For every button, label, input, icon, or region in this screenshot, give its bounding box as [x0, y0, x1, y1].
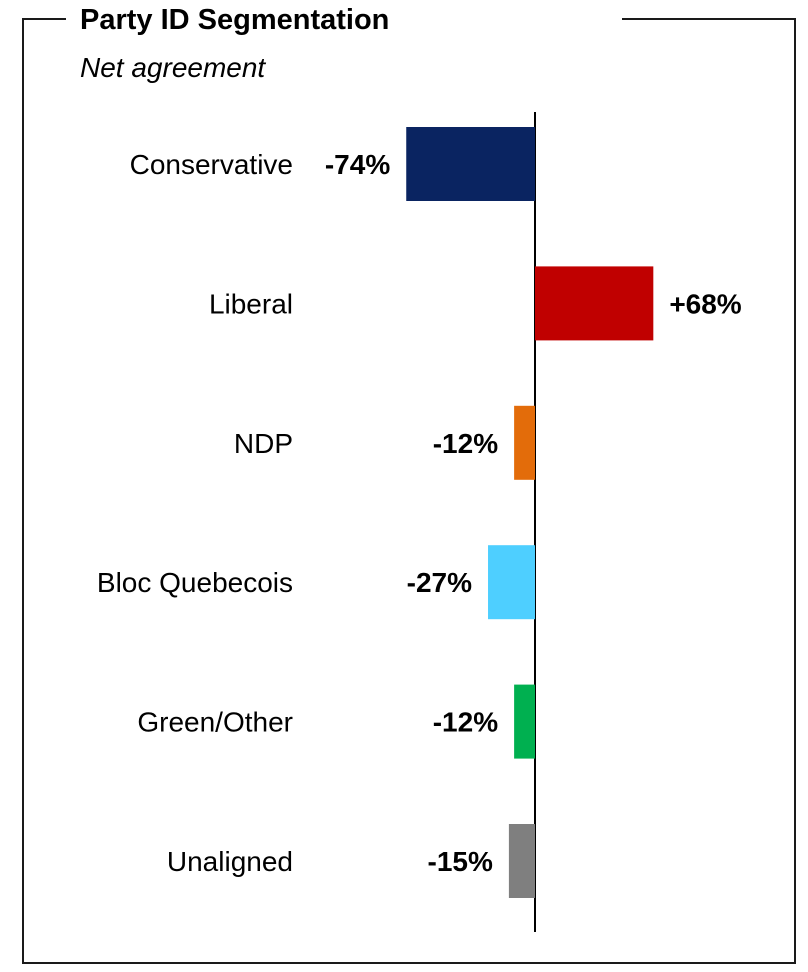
- chart-subtitle: Net agreement: [80, 52, 266, 83]
- value-label: -15%: [428, 846, 493, 877]
- bar-bloc-quebecois: [488, 545, 535, 620]
- value-label: +68%: [669, 288, 741, 319]
- category-label: Conservative: [130, 149, 293, 180]
- category-label: NDP: [234, 428, 293, 459]
- category-label: Bloc Quebecois: [97, 567, 293, 598]
- bar-ndp: [514, 405, 535, 480]
- category-label: Unaligned: [167, 846, 293, 877]
- title-gap: [66, 10, 622, 28]
- chart-title: Party ID Segmentation: [80, 4, 390, 36]
- value-label: -74%: [325, 149, 390, 180]
- value-label: -12%: [433, 707, 498, 738]
- value-label: -12%: [433, 428, 498, 459]
- category-label: Green/Other: [137, 707, 293, 738]
- bar-green-other: [514, 684, 535, 759]
- bar-conservative: [406, 127, 535, 201]
- value-label: -27%: [407, 567, 472, 598]
- category-label: Liberal: [209, 288, 293, 319]
- bar-liberal: [535, 266, 654, 341]
- bar-unaligned: [508, 824, 535, 898]
